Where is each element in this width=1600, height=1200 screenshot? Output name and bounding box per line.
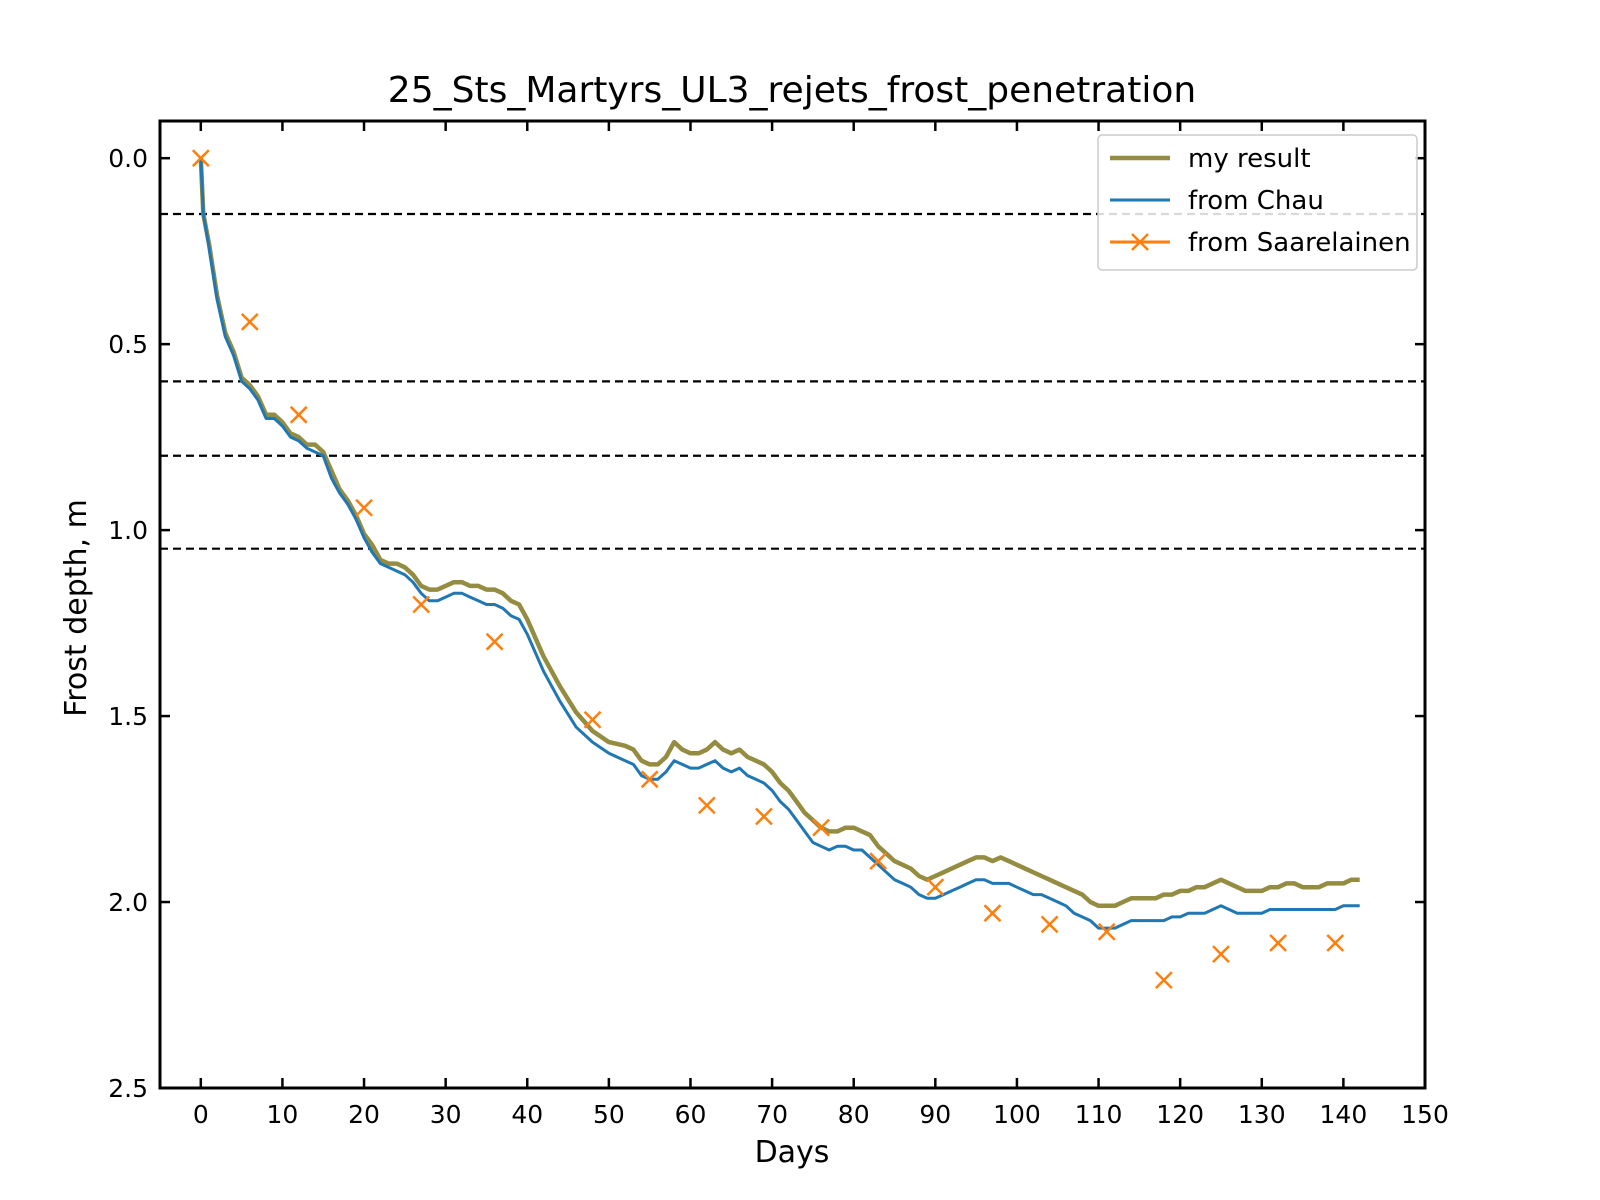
x-tick-label: 50 — [593, 1100, 625, 1129]
marker-stroke — [289, 405, 308, 424]
legend-label: from Saarelainen — [1188, 228, 1411, 258]
marker-stroke — [355, 498, 373, 517]
data-point-from-saarelainen — [1097, 922, 1116, 941]
legend-item-my-result: my result — [1110, 144, 1311, 174]
x-tick-label: 130 — [1238, 1100, 1286, 1129]
x-tick-label: 60 — [675, 1100, 707, 1129]
data-point-from-saarelainen — [289, 405, 308, 424]
marker-stroke — [869, 852, 888, 871]
y-tick-label: 0.0 — [108, 144, 148, 173]
legend-item-from-saarelainen: from Saarelainen — [1110, 228, 1411, 258]
data-point-from-saarelainen — [1269, 934, 1287, 952]
x-tick-label: 90 — [919, 1100, 951, 1129]
marker-stroke — [812, 818, 830, 837]
data-point-from-saarelainen — [755, 807, 773, 826]
data-point-from-saarelainen — [1326, 934, 1345, 952]
marker-stroke — [583, 710, 602, 729]
marker-stroke — [412, 595, 431, 614]
data-point-from-saarelainen — [485, 632, 504, 651]
x-tick-label: 40 — [511, 1100, 543, 1129]
x-tick-label: 80 — [838, 1100, 870, 1129]
data-point-from-saarelainen — [1212, 945, 1230, 963]
x-tick-label: 10 — [267, 1100, 299, 1129]
marker-stroke — [1326, 934, 1345, 952]
x-tick-label: 110 — [1075, 1100, 1123, 1129]
y-axis-label: Frost depth, m — [59, 499, 94, 717]
x-tick-label: 100 — [993, 1100, 1041, 1129]
data-point-from-saarelainen — [812, 818, 830, 837]
ticks-layer: 0 10 20 30 40 50 60 70 80 90 100 110 120 130 140 150 0.0… — [108, 121, 1449, 1129]
marker-stroke — [1097, 922, 1116, 941]
y-tick-label: 1.0 — [108, 516, 148, 545]
y-tick-label: 2.0 — [108, 888, 148, 917]
data-point-from-saarelainen — [926, 878, 945, 897]
series-line-from-chau — [199, 158, 1360, 930]
marker-stroke — [1154, 971, 1173, 990]
marker-stroke — [926, 878, 945, 897]
legend-item-from-chau: from Chau — [1110, 186, 1324, 216]
marker-stroke — [1269, 934, 1287, 952]
data-point-from-saarelainen — [191, 149, 210, 168]
plot-frame — [158, 119, 1427, 1090]
marker-stroke — [697, 796, 716, 815]
legend-label: my result — [1188, 144, 1311, 174]
data-point-from-saarelainen — [412, 595, 431, 614]
marker-stroke — [1040, 915, 1059, 934]
data-point-from-saarelainen — [983, 904, 1002, 923]
x-tick-label: 140 — [1320, 1100, 1368, 1129]
marker-stroke — [755, 807, 773, 826]
series-layer — [191, 149, 1360, 990]
series-line-my-result — [198, 158, 1360, 909]
marker-stroke — [640, 770, 659, 789]
y-tick-label: 2.5 — [108, 1074, 148, 1103]
x-tick-label: 0 — [193, 1100, 209, 1129]
y-tick-label: 1.5 — [108, 702, 148, 731]
legend: my result from Chau from Saarelainen — [1097, 134, 1418, 271]
data-point-from-saarelainen — [697, 796, 716, 815]
marker-stroke — [240, 312, 259, 331]
x-tick-label: 120 — [1156, 1100, 1204, 1129]
x-axis-label: Days — [755, 1135, 830, 1170]
marker-stroke — [1131, 233, 1149, 251]
chart-title: 25_Sts_Martyrs_UL3_rejets_frost_penetrat… — [388, 70, 1196, 111]
legend-box — [1097, 134, 1418, 271]
data-point-from-saarelainen — [583, 710, 602, 729]
legend-label: from Chau — [1188, 186, 1324, 216]
x-tick-label: 30 — [430, 1100, 462, 1129]
marker-stroke — [1212, 945, 1230, 963]
legend-items: my result from Chau from Saarelainen — [1110, 144, 1411, 258]
data-point-from-saarelainen — [355, 498, 373, 517]
data-point-from-saarelainen — [640, 770, 659, 789]
data-point-from-saarelainen — [1154, 971, 1173, 990]
y-tick-label: 0.5 — [108, 330, 148, 359]
marker-stroke — [983, 904, 1002, 923]
data-point-from-saarelainen — [869, 852, 888, 871]
marker-stroke — [191, 149, 210, 168]
x-tick-label: 20 — [348, 1100, 380, 1129]
data-point-from-saarelainen — [1040, 915, 1059, 934]
marker-stroke — [485, 632, 504, 651]
legend-marker — [1131, 233, 1149, 251]
x-tick-label: 70 — [756, 1100, 788, 1129]
data-point-from-saarelainen — [240, 312, 259, 331]
x-tick-label: 150 — [1401, 1100, 1449, 1129]
